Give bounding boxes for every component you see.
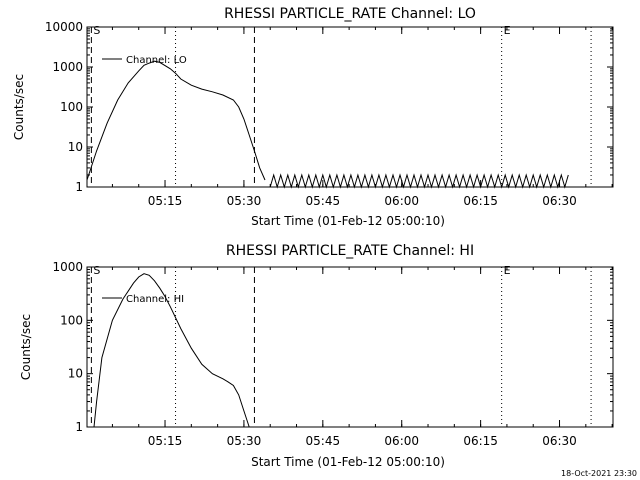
footer-timestamp: 18-Oct-2021 23:30 (561, 469, 637, 478)
series-line (93, 273, 250, 428)
time-marker-label: E (504, 264, 511, 277)
y-tick-label: 1 (75, 420, 83, 434)
x-tick-label: 06:30 (542, 434, 577, 448)
y-tick-label: 1000 (52, 260, 83, 274)
noise-trace (269, 173, 569, 189)
y-tick-label: 100 (60, 313, 83, 327)
y-tick-label: 10000 (45, 20, 83, 34)
time-marker-label: E (504, 24, 511, 37)
x-tick-label: 05:45 (306, 194, 341, 208)
y-tick-label: 1000 (52, 60, 83, 74)
x-tick-label: 05:45 (306, 434, 341, 448)
y-axis-label: Counts/sec (12, 74, 26, 140)
time-marker-label: S (93, 24, 100, 37)
x-tick-label: 06:00 (384, 434, 419, 448)
chart-title: RHESSI PARTICLE_RATE Channel: HI (226, 243, 474, 259)
x-tick-label: 06:15 (463, 434, 498, 448)
x-axis-label: Start Time (01-Feb-12 05:00:10) (251, 214, 445, 228)
x-tick-label: 05:30 (227, 194, 262, 208)
x-tick-label: 05:15 (148, 434, 183, 448)
y-tick-label: 1 (75, 180, 83, 194)
chart-panel-lo: RHESSI PARTICLE_RATE Channel: LO Counts/… (12, 6, 614, 228)
time-marker-label: S (93, 264, 100, 277)
x-axis-label: Start Time (01-Feb-12 05:00:10) (251, 455, 445, 469)
chart-title: RHESSI PARTICLE_RATE Channel: LO (224, 6, 476, 22)
series-line (86, 60, 266, 181)
plot-frame (86, 26, 614, 188)
x-tick-label: 05:15 (148, 194, 183, 208)
x-tick-label: 06:15 (463, 194, 498, 208)
x-tick-label: 06:00 (384, 194, 419, 208)
y-tick-label: 100 (60, 100, 83, 114)
y-tick-label: 10 (68, 367, 83, 381)
chart-panel-hi: RHESSI PARTICLE_RATE Channel: HI Counts/… (19, 243, 614, 469)
y-axis-label: Counts/sec (19, 314, 33, 380)
legend-label: Channel: LO (126, 55, 187, 66)
x-tick-label: 05:30 (227, 434, 262, 448)
legend-label: Channel: HI (126, 294, 184, 305)
y-tick-label: 10 (68, 140, 83, 154)
plot-frame (86, 266, 614, 428)
x-tick-label: 06:30 (542, 194, 577, 208)
